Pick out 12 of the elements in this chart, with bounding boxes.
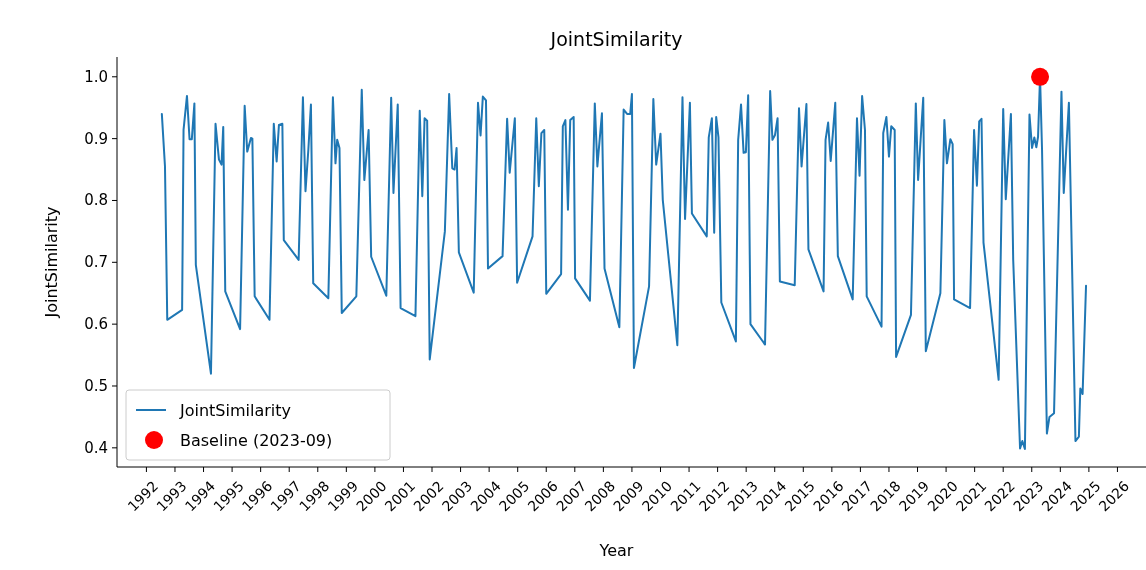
y-tick-label: 0.8 — [84, 191, 108, 210]
y-tick-label: 0.7 — [84, 253, 108, 272]
legend-label: Baseline (2023-09) — [180, 431, 333, 450]
y-tick-label: 1.0 — [84, 67, 108, 86]
legend-label: JointSimilarity — [179, 401, 292, 420]
y-tick-label: 0.4 — [84, 438, 108, 457]
y-tick-label: 0.5 — [84, 376, 108, 395]
x-axis-title: Year — [598, 541, 634, 560]
y-tick-label: 0.9 — [84, 129, 108, 148]
chart-title: JointSimilarity — [549, 28, 683, 50]
y-tick-label: 0.6 — [84, 315, 108, 334]
y-axis-title: JointSimilarity — [42, 206, 61, 319]
